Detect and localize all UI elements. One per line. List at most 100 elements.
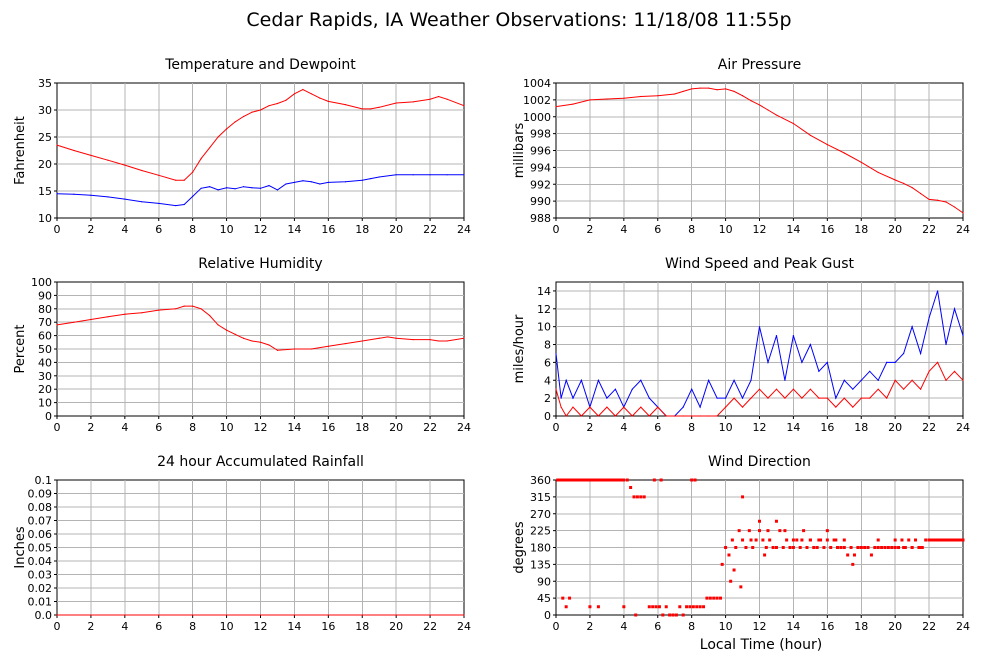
x-tick-label: 10 [220,620,234,633]
data-point [727,553,731,557]
x-tick-label: 24 [457,421,471,434]
data-point [826,143,828,146]
data-point [749,538,753,542]
data-point [775,114,778,116]
data-point [668,613,672,617]
x-axis-label: Local Time (hour) [700,637,822,653]
data-point [225,329,228,331]
data-point [302,180,304,182]
data-point [596,605,600,609]
y-tick-label: 1002 [523,94,551,107]
data-point [910,546,914,549]
data-point [953,308,956,310]
data-point [826,361,828,363]
chart-title: Relative Humidity [198,256,322,272]
y-tick-label: 988 [530,212,551,225]
data-point [791,546,795,549]
data-point [920,546,924,549]
y-tick-label: 1004 [523,77,551,90]
data-point [217,189,219,191]
data-point [698,605,702,609]
x-tick-label: 20 [888,620,902,633]
data-point [429,174,431,176]
data-point [775,388,778,390]
y-tick-label: 994 [530,161,551,174]
y-tick-label: 20 [38,158,52,171]
data-point [209,147,211,149]
data-point [716,89,718,91]
y-tick-label: 12 [537,303,551,316]
data-point [936,199,939,201]
x-tick-label: 0 [54,620,61,633]
y-tick-label: 80 [38,303,52,316]
data-point [741,95,744,97]
data-point [873,546,877,549]
data-point [657,406,659,408]
data-point [395,174,397,176]
x-tick-label: 20 [389,223,403,236]
data-point [555,388,557,390]
data-point [387,336,389,338]
data-point [886,397,888,399]
x-tick-label: 18 [854,620,868,633]
data-point [276,189,279,191]
x-tick-label: 12 [254,223,268,236]
data-point [783,529,787,533]
data-point [914,538,918,542]
data-point [685,605,689,609]
data-point [842,538,846,542]
data-point [826,397,828,399]
data-point [319,183,321,185]
x-tick-label: 22 [423,421,437,434]
data-point [446,340,448,342]
data-point [836,546,840,549]
data-point [945,201,947,203]
y-tick-label: 30 [38,370,52,383]
y-tick-label: 2 [544,392,551,405]
data-point [877,171,879,174]
data-point [962,335,964,337]
data-point [741,495,745,499]
y-axis-label: Inches [13,526,28,568]
x-tick-label: 22 [423,223,437,236]
data-point [124,313,126,315]
data-point [327,181,329,183]
data-point [564,605,568,609]
data-point [251,340,253,342]
x-tick-label: 8 [189,421,196,434]
x-tick-label: 20 [888,421,902,434]
data-point [835,406,837,408]
x-tick-label: 6 [155,620,162,633]
data-point [775,335,778,337]
data-point [903,388,905,390]
data-point [681,613,685,617]
data-point [606,397,608,399]
data-point [310,93,312,95]
data-point [293,181,296,183]
data-point [893,546,897,549]
data-point [597,415,599,417]
data-point [758,326,761,328]
data-point [761,538,765,542]
x-tick-label: 14 [287,421,301,434]
data-point [809,134,811,136]
data-point [285,99,287,101]
data-point [869,397,871,399]
data-point [877,379,879,381]
y-tick-label: 225 [530,525,551,538]
data-point [859,546,863,549]
data-point [876,538,880,542]
x-tick-label: 22 [423,620,437,633]
data-point [962,379,964,381]
data-point [412,174,414,176]
data-point [327,345,329,347]
data-point [818,370,820,372]
data-point [766,529,770,533]
data-point [597,379,599,381]
data-point [785,538,789,542]
y-tick-label: 996 [530,145,551,158]
